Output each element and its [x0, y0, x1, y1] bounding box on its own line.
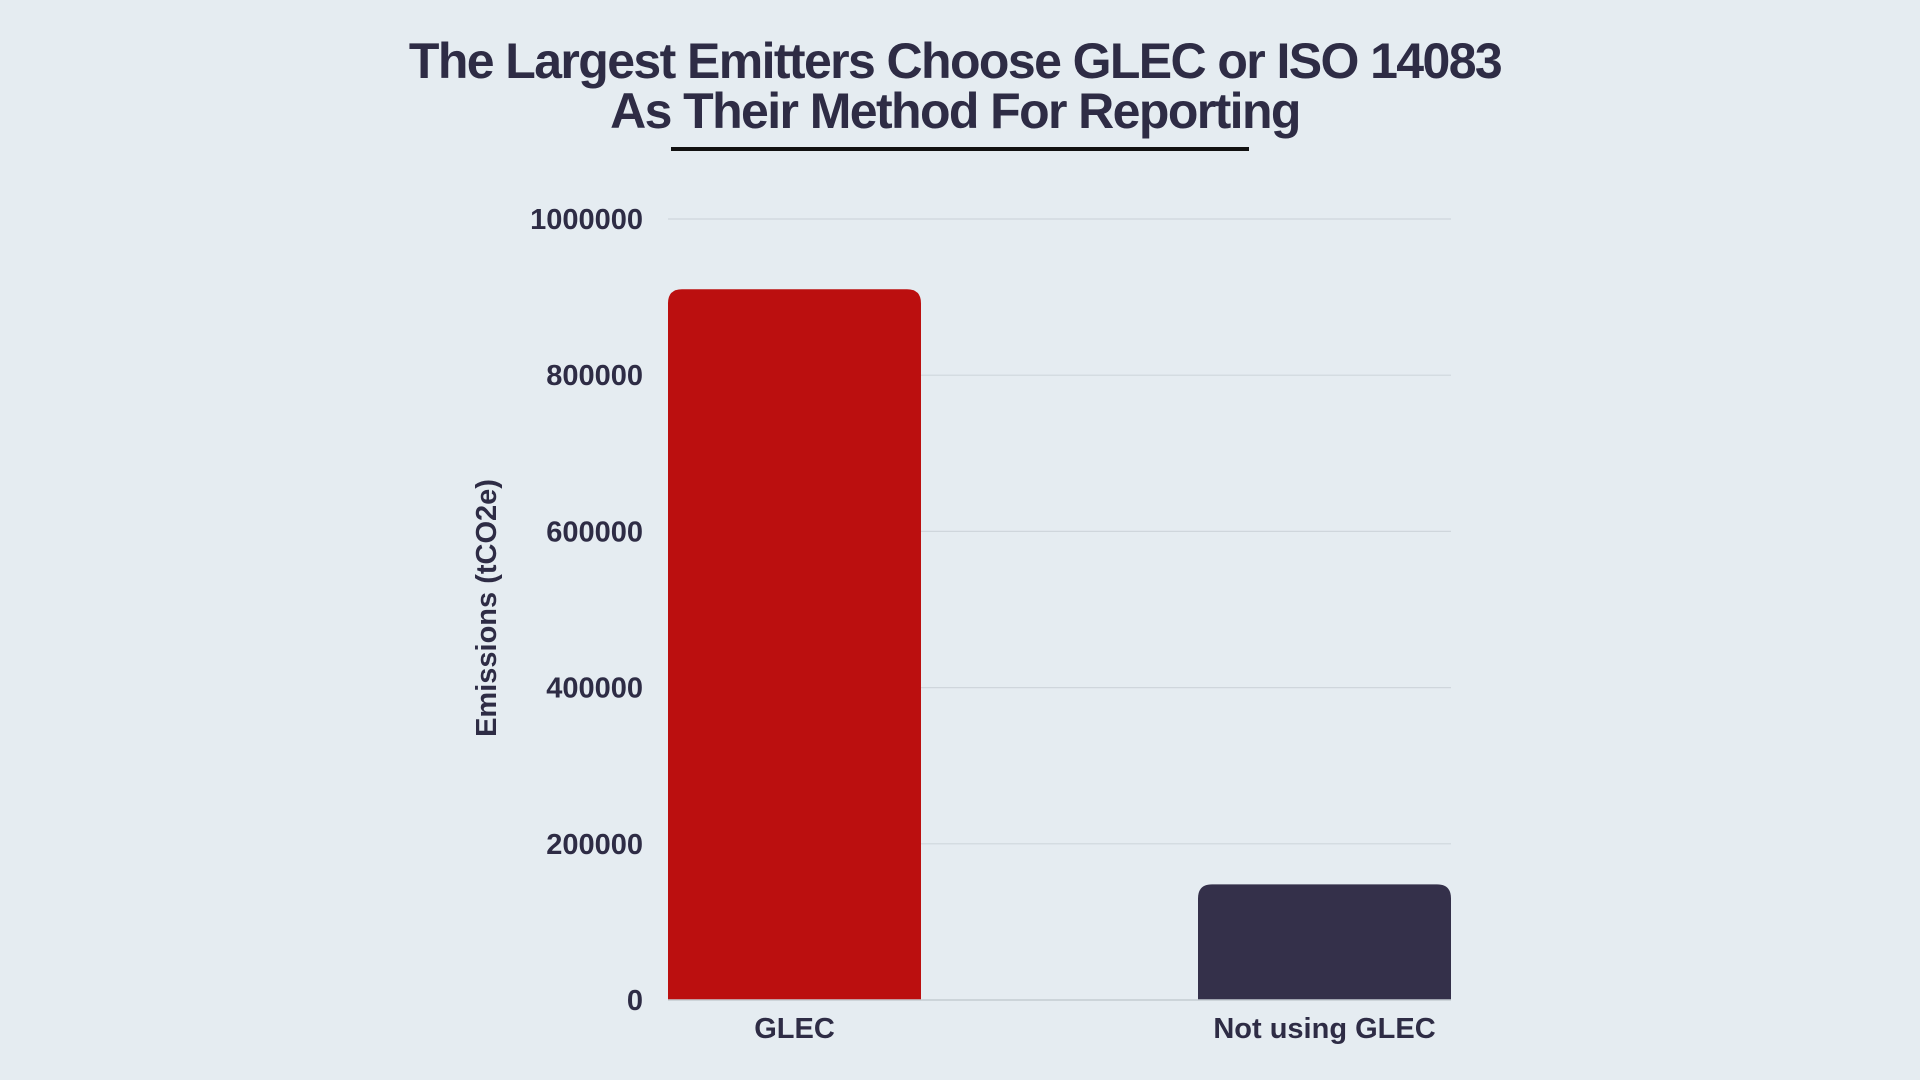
- bars: [668, 289, 1451, 1000]
- y-axis-ticks: 0 200000 400000 600000 800000 1000000: [530, 204, 643, 1017]
- y-tick-label: 1000000: [530, 204, 643, 236]
- x-tick-label: Not using GLEC: [1213, 1013, 1435, 1045]
- bar-not-using-glec: [1198, 884, 1451, 1000]
- y-tick-label: 200000: [546, 829, 643, 861]
- y-axis-label: Emissions (tCO2e): [471, 479, 503, 737]
- chart-title-line-1: The Largest Emitters Choose GLEC or ISO …: [408, 33, 1503, 89]
- y-tick-label: 0: [627, 985, 643, 1017]
- y-tick-label: 600000: [546, 516, 643, 548]
- y-tick-label: 400000: [546, 673, 643, 705]
- title-underline: [671, 147, 1249, 151]
- y-tick-label: 800000: [546, 360, 643, 392]
- x-axis-ticks: GLEC Not using GLEC: [754, 1013, 1435, 1045]
- bar-glec: [668, 289, 921, 1000]
- x-tick-label: GLEC: [754, 1013, 835, 1045]
- chart-title: The Largest Emitters Choose GLEC or ISO …: [0, 36, 1910, 136]
- chart-title-line-2: As Their Method For Reporting: [610, 83, 1301, 139]
